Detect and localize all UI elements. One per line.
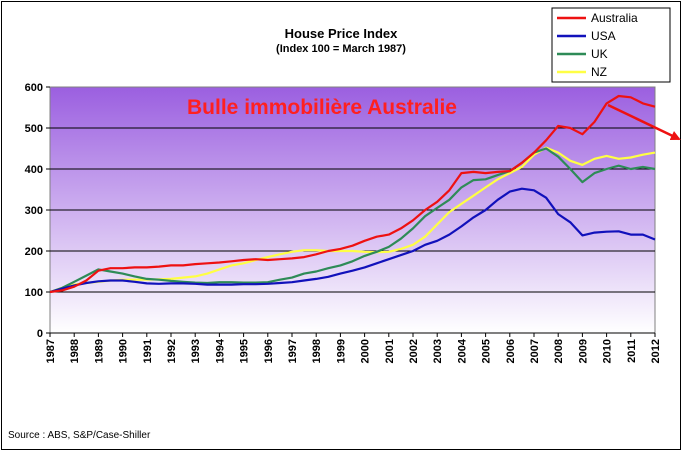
x-axis-ticks: 1987 1988 1989 1990 1991 1992 1993 1994 1995 1996…: [45, 332, 662, 363]
series-line-uk: [49, 147, 656, 294]
x-tick-label: 2004: [456, 338, 468, 363]
x-tick-label: 2003: [432, 339, 444, 363]
series-lines: [49, 94, 656, 294]
x-tick-label: 2005: [481, 339, 493, 363]
legend-box: [551, 7, 671, 83]
y-axis-ticks: 0 100 200 300 400 500 600: [25, 82, 50, 340]
x-tick-label: 1993: [190, 339, 202, 363]
x-tick-label: 1987: [45, 339, 57, 363]
x-tick-label: 2007: [529, 339, 541, 363]
x-tick-label: 1997: [287, 339, 299, 363]
x-tick-label: 2010: [602, 339, 614, 363]
series-line-usa: [49, 187, 656, 294]
x-tick-label: 2008: [553, 339, 565, 363]
legend-label-nz: NZ: [591, 65, 607, 79]
annotation-bulle: Bulle immobilière Australie: [187, 96, 457, 119]
y-tick-label: 500: [25, 123, 43, 135]
legend-label-australia: Australia: [591, 11, 638, 25]
y-tick-label: 300: [25, 205, 43, 217]
y-tick-label: 200: [25, 246, 43, 258]
x-tick-label: 1996: [263, 339, 275, 363]
x-tick-label: 2002: [408, 339, 420, 363]
legend-label-usa: USA: [591, 29, 616, 43]
x-tick-label: 1999: [335, 339, 347, 363]
legend-label-uk: UK: [591, 47, 608, 61]
y-tick-label: 600: [25, 82, 43, 94]
y-tick-label: 0: [37, 328, 43, 340]
annotation-arrow: [607, 103, 681, 141]
x-tick-label: 2011: [626, 339, 638, 363]
chart-subtitle: (Index 100 = March 1987): [276, 43, 406, 55]
x-tick-label: 1988: [69, 339, 81, 363]
x-tick-label: 2012: [650, 339, 662, 363]
x-tick-label: 1998: [311, 339, 323, 363]
y-tick-label: 400: [25, 164, 43, 176]
x-tick-label: 1990: [118, 339, 130, 363]
x-tick-label: 2006: [505, 339, 517, 363]
source-note: Source : ABS, S&P/Case-Shiller: [8, 430, 151, 441]
x-tick-label: 1995: [239, 339, 251, 363]
x-tick-label: 1989: [93, 339, 105, 363]
series-line-australia: [49, 94, 656, 294]
x-tick-label: 1994: [214, 338, 226, 363]
x-tick-label: 1992: [166, 339, 178, 363]
chart-title: House Price Index: [285, 26, 398, 41]
x-tick-label: 2001: [384, 339, 396, 363]
legend: Australia USA UK NZ: [551, 7, 671, 83]
x-tick-label: 2000: [360, 339, 372, 363]
y-tick-label: 100: [25, 287, 43, 299]
x-tick-label: 2009: [577, 339, 589, 363]
x-tick-label: 1991: [142, 339, 154, 363]
